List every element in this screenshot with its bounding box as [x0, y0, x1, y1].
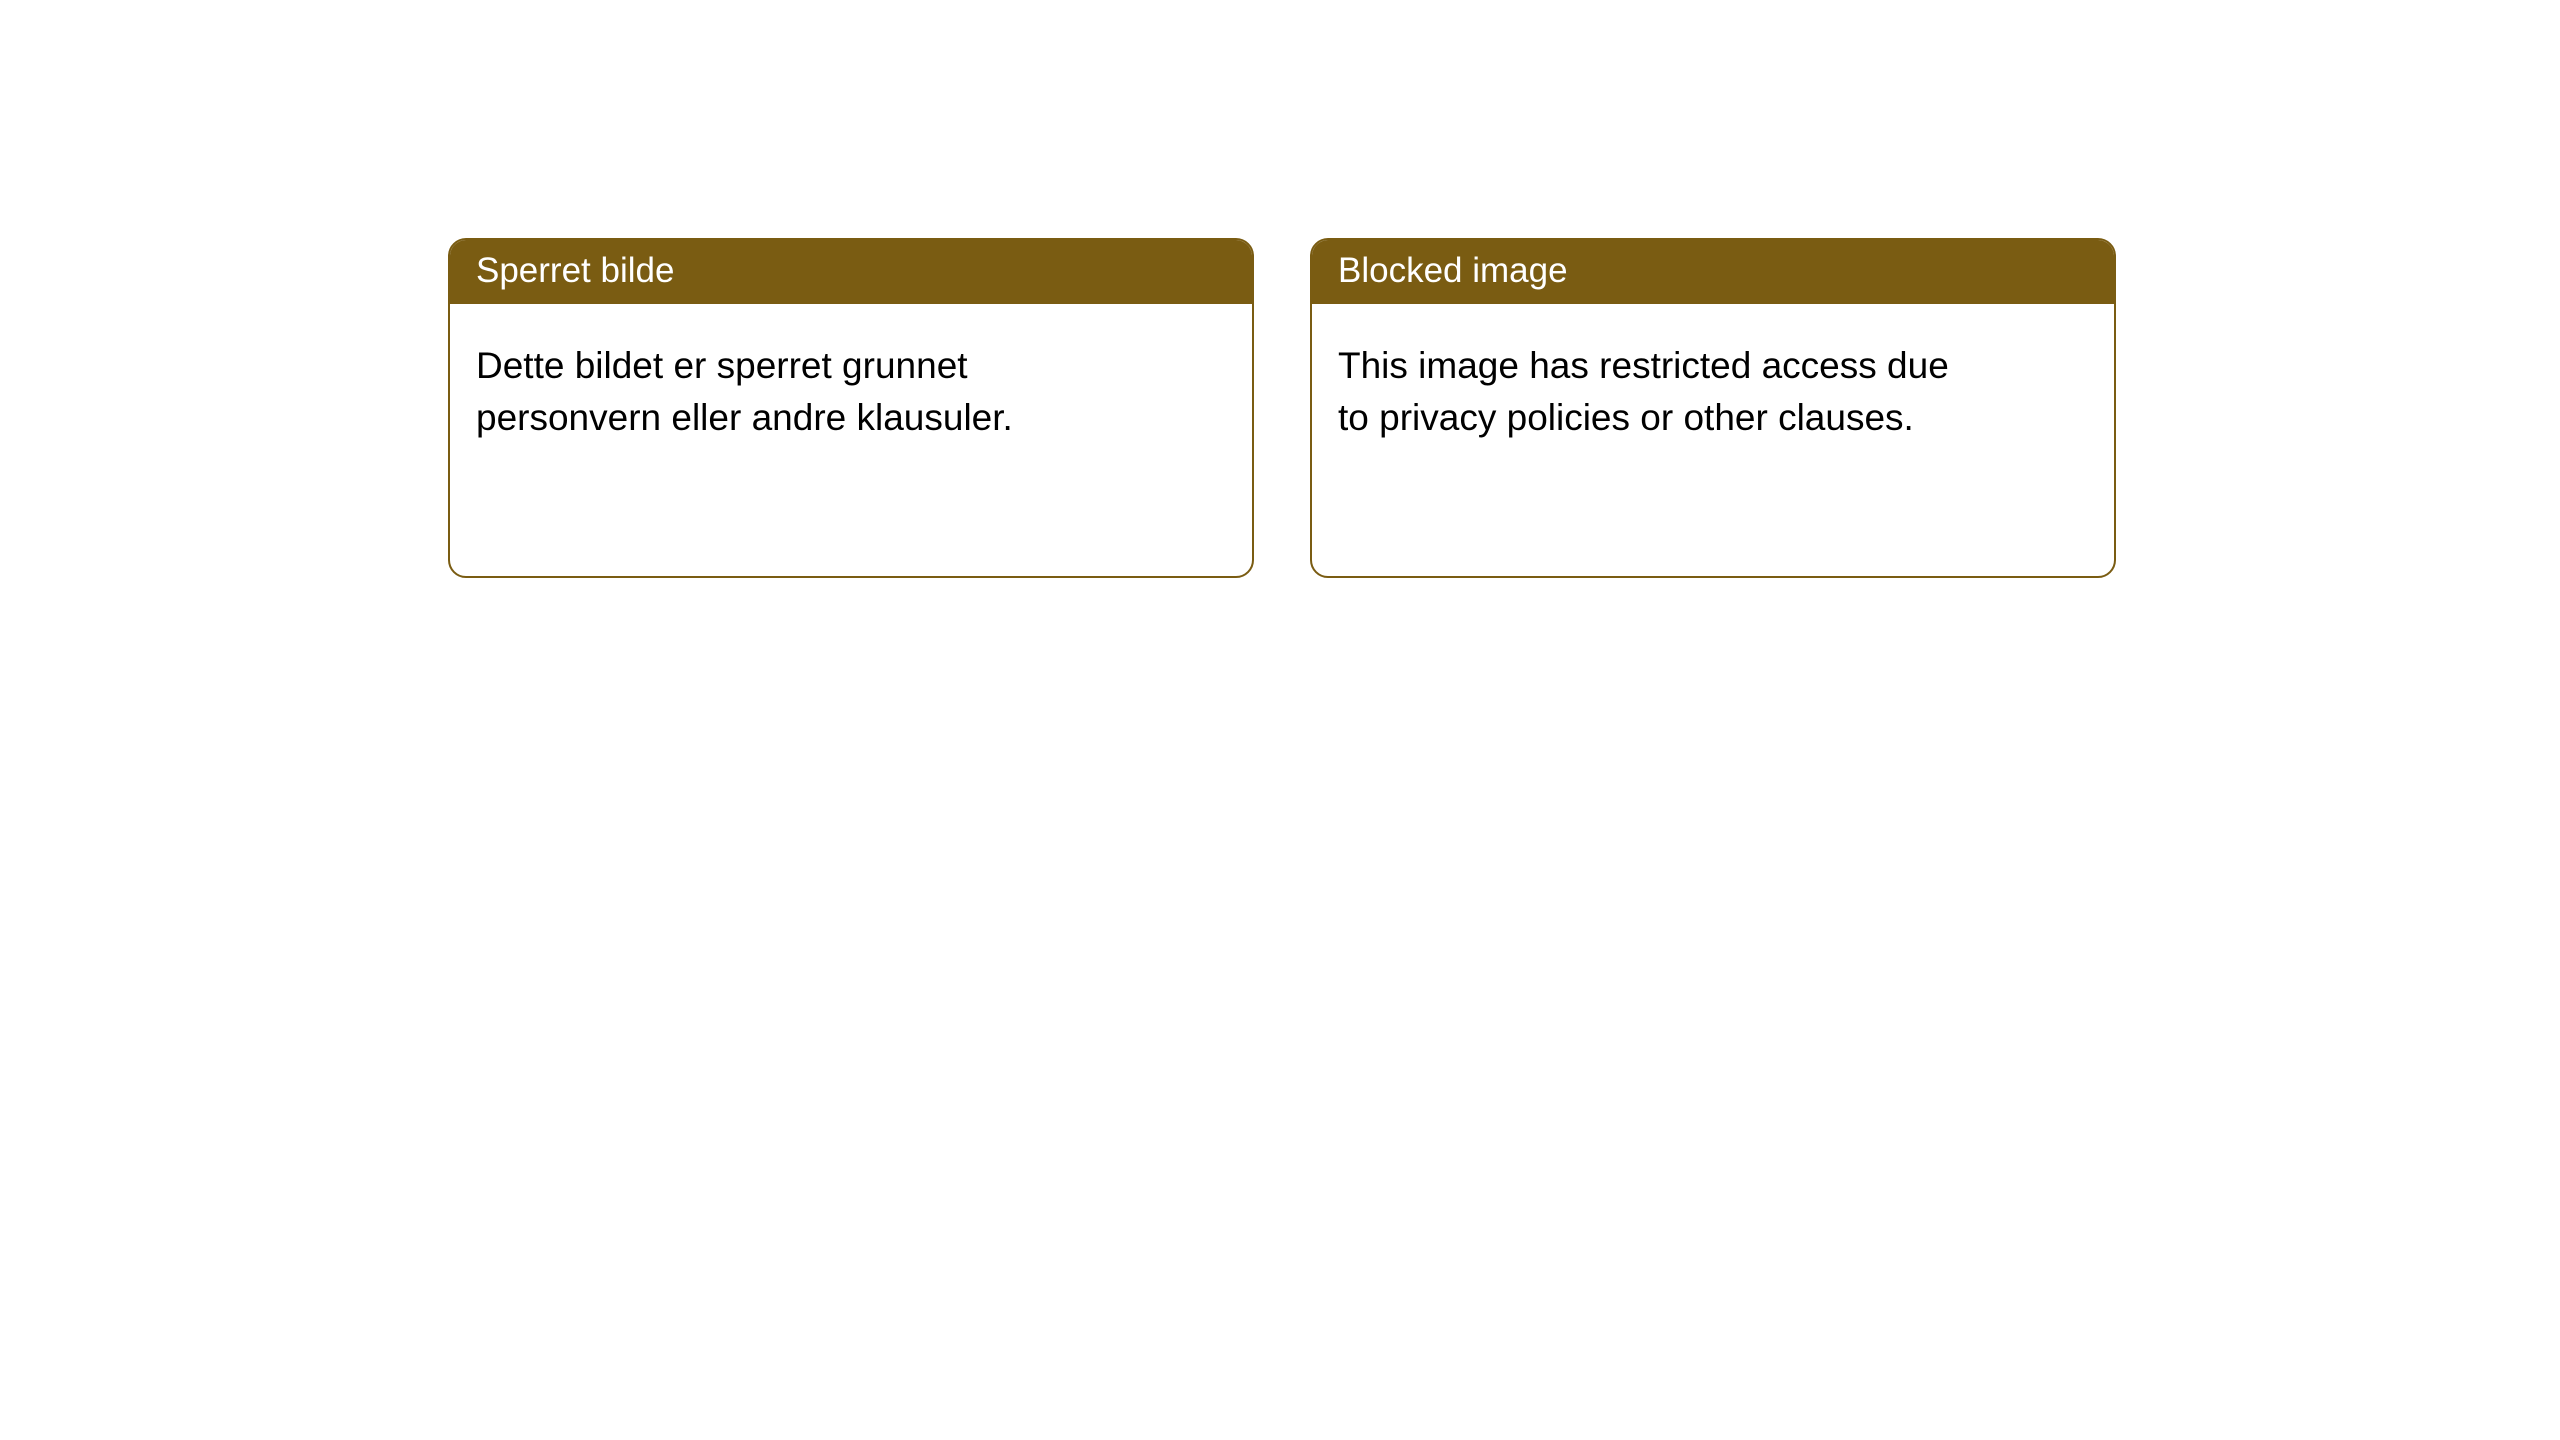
- notice-body: This image has restricted access due to …: [1312, 304, 2114, 576]
- notice-text: This image has restricted access due to …: [1338, 340, 1978, 444]
- notice-card-english: Blocked image This image has restricted …: [1310, 238, 2116, 578]
- notice-title: Blocked image: [1338, 251, 1568, 290]
- notice-container: Sperret bilde Dette bildet er sperret gr…: [0, 0, 2560, 578]
- notice-title: Sperret bilde: [476, 251, 674, 290]
- notice-body: Dette bildet er sperret grunnet personve…: [450, 304, 1252, 576]
- notice-header: Blocked image: [1312, 240, 2114, 304]
- notice-card-norwegian: Sperret bilde Dette bildet er sperret gr…: [448, 238, 1254, 578]
- notice-text: Dette bildet er sperret grunnet personve…: [476, 340, 1116, 444]
- notice-header: Sperret bilde: [450, 240, 1252, 304]
